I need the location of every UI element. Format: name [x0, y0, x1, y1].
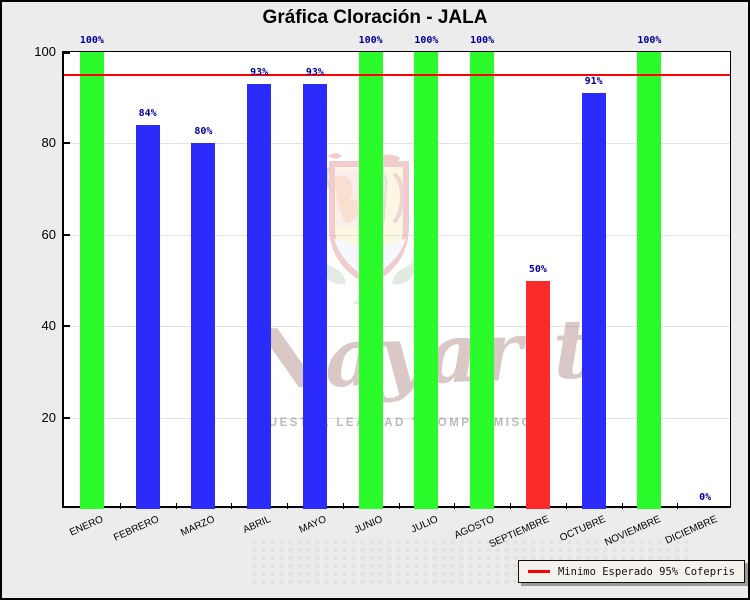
bar-value-label-mayo: 93% — [305, 66, 324, 78]
bar-value-label-junio: 100% — [358, 35, 383, 46]
bar-value-label-marzo: 80% — [194, 126, 213, 138]
x-axis-label-junio: JUNIO — [352, 514, 385, 537]
x-axis-label-marzo: MARZO — [179, 514, 217, 539]
y-axis-label-40: 40 — [41, 318, 56, 334]
bar-abril — [247, 83, 272, 509]
y-tick-100 — [64, 52, 70, 54]
x-tick-8 — [510, 503, 511, 509]
x-tick-6 — [398, 503, 400, 509]
bar-mayo — [302, 83, 327, 509]
threshold-line — [64, 73, 730, 76]
bar-value-label-julio: 100% — [414, 35, 439, 46]
legend: Minimo Esperado 95% Cofepris — [517, 560, 745, 583]
bar-marzo — [191, 143, 216, 509]
gridline-80 — [64, 143, 730, 145]
chart-title: Gráfica Cloración - JALA — [262, 7, 488, 28]
x-axis-label-julio: JULIO — [409, 514, 440, 536]
x-axis-label-mayo: MAYO — [297, 514, 329, 536]
x-tick-10 — [621, 503, 623, 509]
x-axis-label-enero: ENERO — [68, 514, 106, 539]
bar-value-label-febrero: 84% — [138, 108, 157, 120]
legend-threshold-line-sample — [527, 570, 550, 573]
bar-value-label-enero: 100% — [79, 35, 104, 46]
x-axis-label-abril: ABRIL — [241, 514, 273, 536]
bar-enero — [79, 52, 104, 509]
x-tick-1 — [119, 503, 121, 509]
gridline-60 — [64, 234, 730, 236]
y-tick-80 — [64, 142, 70, 145]
bar-agosto — [470, 52, 495, 509]
x-tick-4 — [287, 503, 288, 509]
y-tick-20 — [64, 416, 70, 419]
y-axis-label-60: 60 — [41, 226, 56, 242]
bar-value-label-noviembre: 100% — [637, 35, 662, 46]
bar-noviembre — [637, 52, 662, 509]
x-axis-label-agosto: AGOSTO — [452, 514, 496, 542]
y-axis-label-100: 100 — [34, 44, 56, 59]
x-tick-5 — [342, 503, 344, 509]
x-tick-3 — [231, 503, 233, 509]
bar-value-label-agosto: 100% — [470, 35, 495, 46]
y-axis-label-80: 80 — [41, 135, 56, 151]
bar-value-label-octubre: 91% — [584, 76, 603, 88]
x-axis-label-noviembre: NOVIEMBRE — [603, 514, 663, 549]
bar-septiembre — [525, 280, 550, 509]
x-tick-2 — [175, 503, 177, 509]
x-tick-7 — [454, 503, 456, 509]
x-tick-9 — [565, 503, 567, 509]
bar-junio — [358, 52, 383, 509]
x-axis-label-febrero: FEBRERO — [112, 514, 162, 544]
plot-area: Nayarit NUESTRA LEALTAD Y COMPROMISO 204… — [34, 35, 731, 588]
gridline-20 — [64, 417, 730, 419]
y-axis-label-20: 20 — [41, 409, 56, 425]
x-axis-label-septiembre: SEPTIEMBRE — [487, 514, 552, 551]
x-axis-label-octubre: OCTUBRE — [557, 514, 608, 544]
gridline-40 — [64, 326, 730, 328]
y-tick-40 — [64, 325, 70, 328]
x-axis-label-diciembre: DICIEMBRE — [663, 514, 719, 547]
bar-value-label-diciembre: 0% — [699, 492, 712, 503]
legend-threshold-label: Minimo Esperado 95% Cofepris — [557, 565, 735, 578]
y-tick-60 — [64, 233, 70, 236]
x-tick-11 — [677, 503, 679, 509]
bar-febrero — [135, 125, 160, 509]
bar-value-label-septiembre: 50% — [528, 263, 547, 275]
bar-julio — [414, 52, 439, 509]
bar-value-label-abril: 93% — [250, 66, 269, 78]
bar-octubre — [581, 93, 606, 509]
